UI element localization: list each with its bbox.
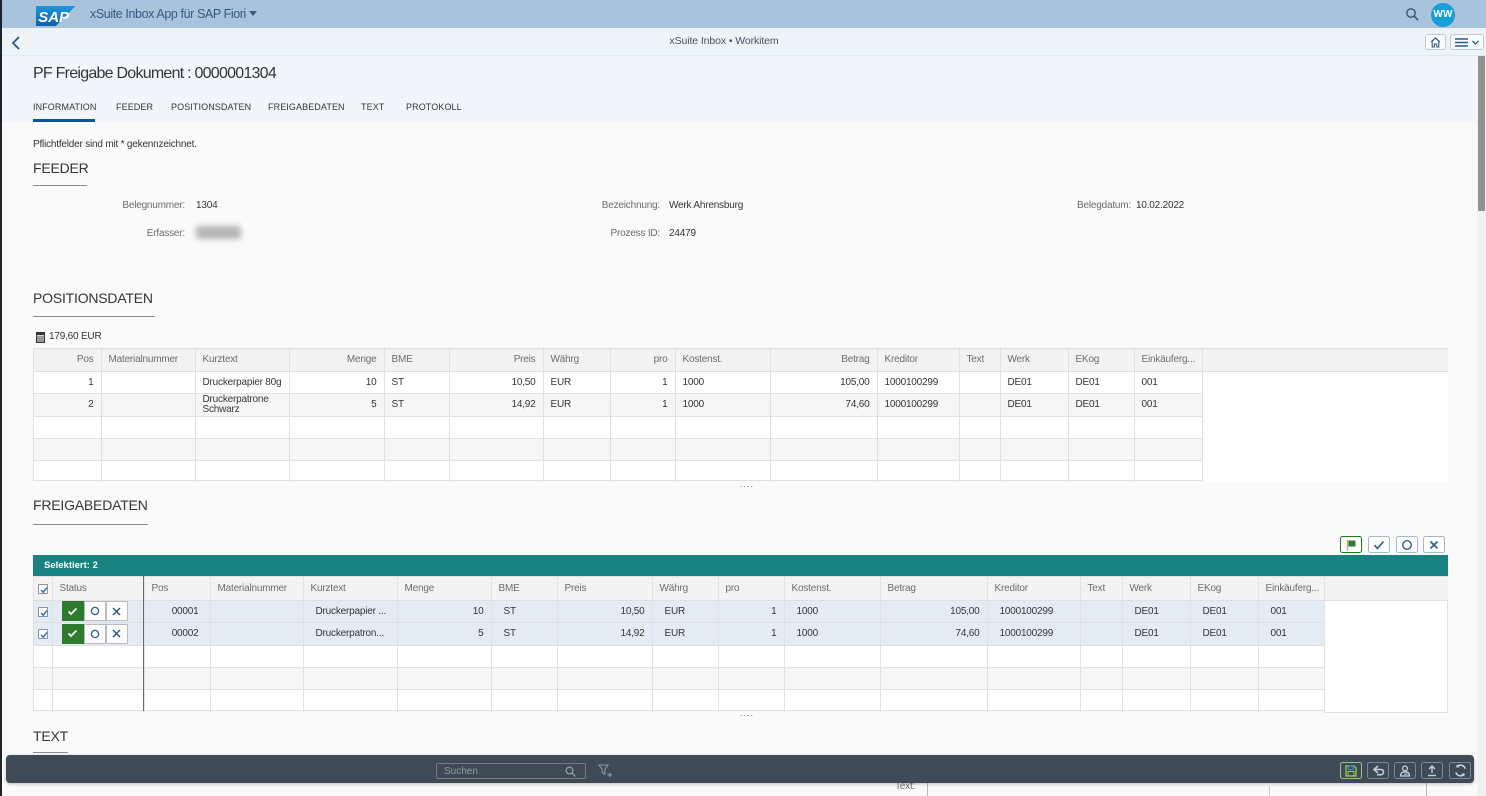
svg-text:SAP: SAP	[38, 9, 70, 26]
